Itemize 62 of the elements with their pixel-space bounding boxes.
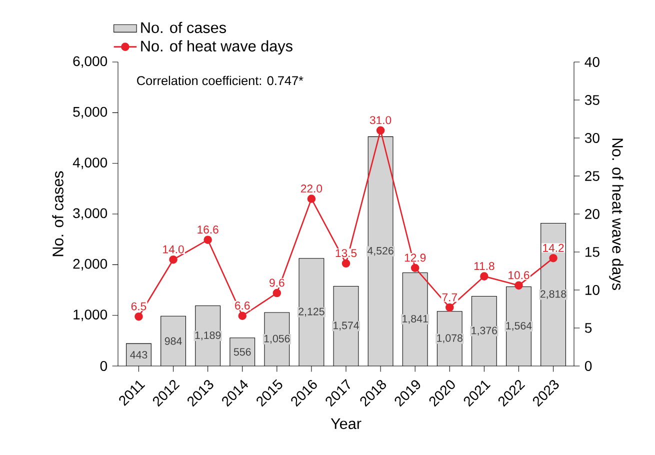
- data-label: 16.6: [198, 226, 218, 234]
- data-label: 2,125: [298, 308, 324, 317]
- y2-tick-label: 0: [584, 361, 592, 371]
- data-label: 6.6: [235, 302, 250, 310]
- point: [514, 281, 523, 290]
- y2-tick-label: 5: [584, 323, 592, 333]
- data-label: 31.0: [370, 116, 392, 124]
- data-label: 13.5: [336, 249, 357, 258]
- data-label: 1,078: [437, 334, 463, 344]
- data-label: 1,189: [195, 331, 221, 340]
- data-label: 11.8: [474, 262, 494, 270]
- point: [480, 272, 488, 280]
- data-label: 14.0: [163, 245, 184, 254]
- y-tick-label: 5,000: [73, 106, 108, 118]
- y2-tick-label: 35: [584, 95, 600, 105]
- data-label: 556: [234, 348, 251, 356]
- y2-tick-label: 10: [585, 285, 600, 295]
- y2-tick-label: 20: [585, 209, 600, 219]
- data-label: 1,841: [402, 314, 428, 324]
- point: [549, 254, 558, 262]
- point: [204, 236, 212, 244]
- data-label: 984: [164, 337, 182, 345]
- y-tick-label: 0: [100, 361, 108, 371]
- data-label: 443: [130, 351, 148, 359]
- data-label: 12.9: [404, 254, 426, 262]
- data-label: 1,056: [264, 334, 290, 344]
- bar: [368, 136, 393, 366]
- point: [376, 126, 385, 135]
- data-label: 1,376: [472, 326, 498, 336]
- point: [169, 255, 178, 264]
- y2-tick-label: 25: [585, 171, 600, 181]
- point: [410, 264, 420, 272]
- point: [446, 303, 454, 312]
- y-tick-label: 6,000: [73, 56, 108, 68]
- data-label: 10.6: [508, 271, 530, 280]
- legend-label: No. of cases: [141, 22, 226, 34]
- y2-tick-label: 40: [584, 57, 600, 67]
- data-label: 14.2: [543, 244, 564, 252]
- data-label: 7.7: [442, 293, 457, 302]
- data-label: 1,574: [333, 322, 360, 330]
- data-label: 22.0: [300, 184, 322, 193]
- point: [342, 259, 350, 268]
- data-label: 6.5: [131, 302, 146, 310]
- y-axis-title: No. of cases: [52, 171, 64, 256]
- y2-tick-label: 15: [585, 247, 600, 257]
- y2-axis-title: No. of heat wave days: [609, 138, 624, 290]
- x-axis-title: Year: [330, 418, 362, 430]
- data-label: 9.6: [270, 278, 284, 287]
- data-label: 4,526: [367, 246, 394, 256]
- data-label: 2,818: [540, 290, 566, 300]
- point: [238, 312, 247, 320]
- y-tick-label: 3,000: [73, 208, 108, 220]
- annotation: Correlation coefficient: 0.747*: [137, 76, 304, 86]
- y-tick-label: 1,000: [74, 310, 108, 322]
- y-tick-label: 4,000: [72, 158, 108, 170]
- point: [307, 194, 316, 203]
- data-label: 1,564: [506, 322, 532, 331]
- y-tick-label: 2,000: [73, 258, 108, 270]
- point: [272, 288, 282, 298]
- y2-tick-label: 30: [584, 133, 600, 143]
- legend-label: No. of heat wave days: [141, 40, 292, 55]
- point: [134, 312, 143, 321]
